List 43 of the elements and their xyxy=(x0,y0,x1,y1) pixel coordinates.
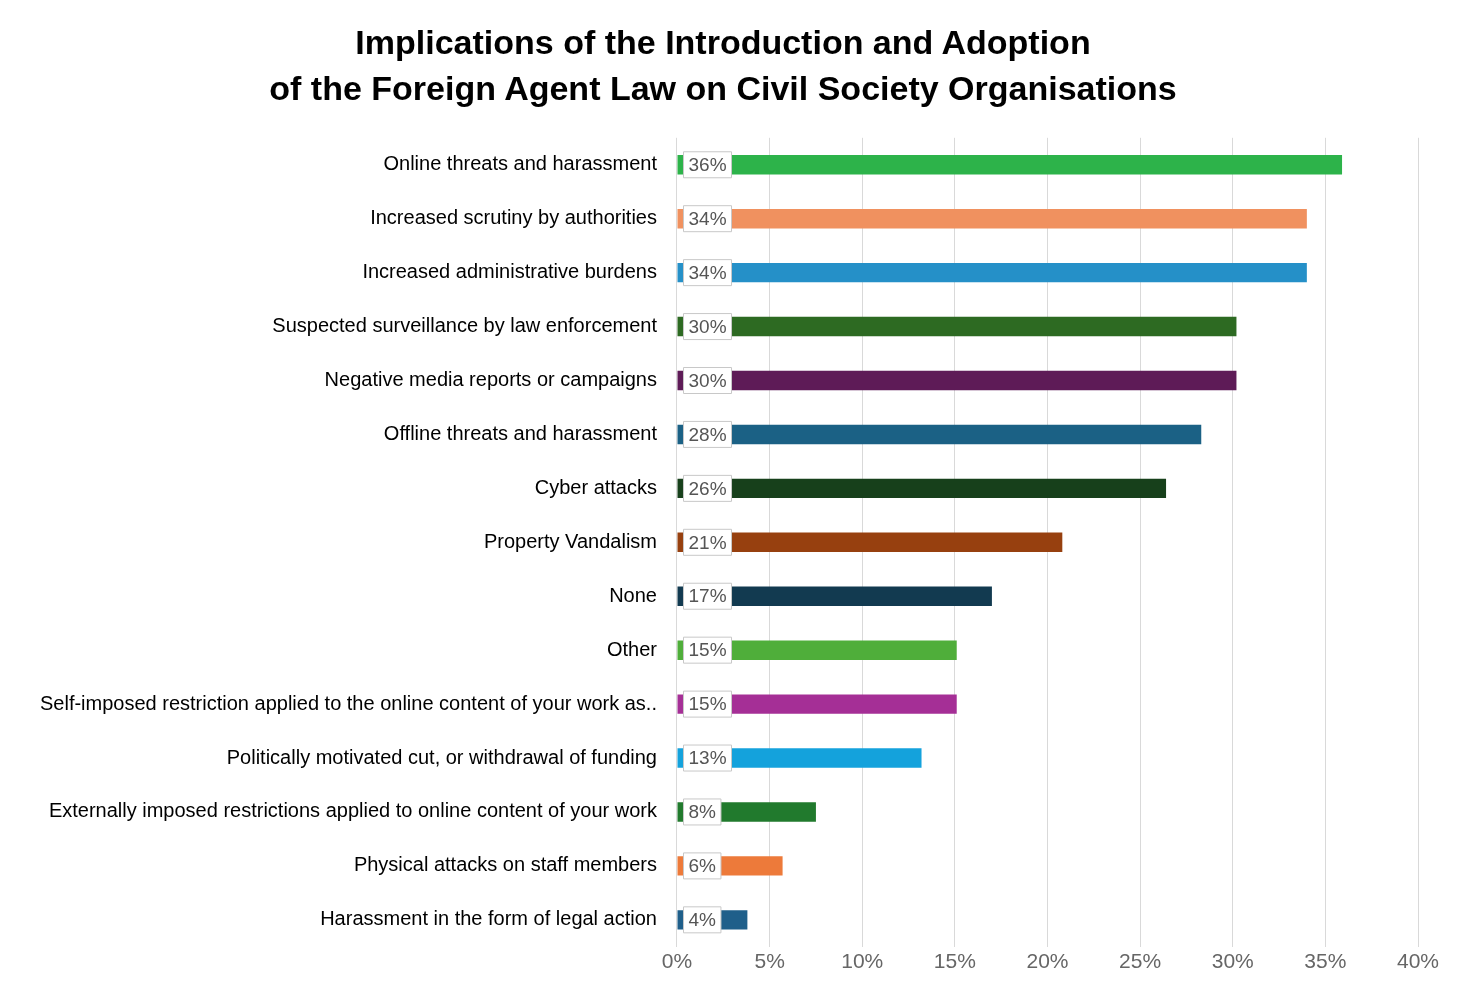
data-label: 26% xyxy=(688,477,727,499)
x-tick-label: 0% xyxy=(661,949,693,973)
data-label: 13% xyxy=(688,747,727,769)
data-label: 8% xyxy=(688,801,717,823)
bar xyxy=(677,262,1307,283)
data-label: 34% xyxy=(688,207,727,229)
x-tick-label: 5% xyxy=(754,949,785,973)
x-tick-label: 10% xyxy=(841,949,884,973)
chart-title: Implications of the Introduction and Adoption of the Foreign Agent Law on Civil Society Organisations xyxy=(269,23,1177,108)
y-tick-label: Property Vandalism xyxy=(483,529,657,552)
y-tick-label: None xyxy=(609,583,657,606)
y-tick-label: Suspected surveillance by law enforcement xyxy=(272,314,658,337)
data-label: 4% xyxy=(688,909,717,931)
bar xyxy=(677,208,1307,229)
bar xyxy=(677,155,1343,175)
data-label: 21% xyxy=(688,531,727,553)
data-label: 28% xyxy=(688,423,727,445)
y-tick-label: Cyber attacks xyxy=(534,475,657,498)
data-label: 36% xyxy=(688,154,727,175)
y-tick-label: Politically motivated cut, or withdrawal of funding xyxy=(226,745,657,768)
y-tick-label: Negative media reports or campaigns xyxy=(324,368,657,391)
x-tick-label: 40% xyxy=(1396,949,1440,973)
data-label: 17% xyxy=(688,585,727,607)
data-label: 15% xyxy=(688,693,727,715)
y-tick-label: Harassment in the form of legal action xyxy=(320,907,657,930)
y-tick-label: Increased administrative burdens xyxy=(362,260,657,283)
x-tick-label: 30% xyxy=(1211,949,1254,973)
y-tick-label: Self-imposed restriction applied to the online content of your work as.. xyxy=(39,691,657,714)
y-tick-label: Other xyxy=(606,637,658,660)
y-tick-label: Increased scrutiny by authorities xyxy=(370,206,657,229)
y-tick-label: Online threats and harassment xyxy=(383,152,658,175)
y-tick-label: Physical attacks on staff members xyxy=(353,853,657,876)
x-tick-label: 20% xyxy=(1026,949,1069,973)
data-label: 6% xyxy=(688,855,717,877)
y-tick-label: Externally imposed restrictions applied to online content of your work xyxy=(48,799,658,822)
x-tick-label: 25% xyxy=(1119,949,1162,973)
data-label: 30% xyxy=(688,369,727,391)
data-label: 15% xyxy=(688,639,727,661)
x-tick-label: 15% xyxy=(933,949,976,973)
data-label: 30% xyxy=(688,315,727,337)
data-label: 34% xyxy=(688,261,727,283)
y-tick-label: Offline threats and harassment xyxy=(383,421,658,444)
x-tick-label: 35% xyxy=(1304,949,1347,973)
